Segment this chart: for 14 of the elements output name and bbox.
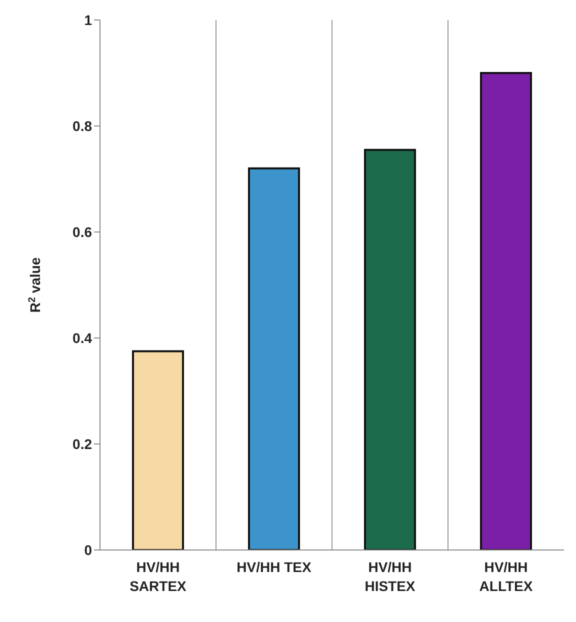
x-tick-label: HV/HH HISTEX (364, 559, 416, 594)
bar (364, 148, 416, 550)
y-tick-label: 1 (84, 12, 92, 28)
bar (132, 350, 184, 550)
y-tick-label: 0 (84, 542, 92, 558)
y-tick-label: 0.8 (72, 118, 92, 134)
y-tick-label: 0.2 (72, 436, 92, 452)
y-tick-label: 0.6 (72, 224, 92, 240)
y-tick-label: 0.4 (72, 330, 92, 346)
x-tick-label: HV/HH TEX (236, 559, 312, 575)
bar (248, 167, 300, 550)
bar (480, 72, 532, 550)
x-tick-label: HV/HH SARTEX (130, 559, 188, 594)
x-tick-label: HV/HH ALLTEX (479, 559, 534, 594)
